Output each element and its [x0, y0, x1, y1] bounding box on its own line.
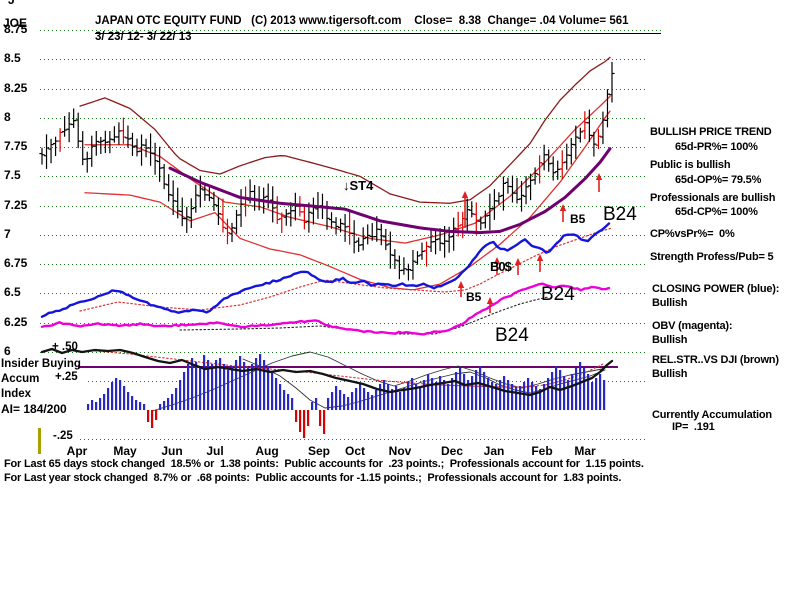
- price-axis-label: 6.75: [4, 256, 28, 271]
- ai-plus50-label: + .50: [52, 341, 78, 353]
- month-label-may: May: [113, 444, 137, 458]
- accumulation-index-value: AI= 184/200: [1, 402, 67, 416]
- price-axis-label: 7.25: [4, 197, 28, 212]
- signal-label-st4: ↓ST4: [343, 178, 374, 193]
- signal-label-b24: B24: [495, 325, 529, 346]
- signal-label-b5: B5: [466, 290, 482, 304]
- month-label-oct: Oct: [344, 444, 366, 458]
- right-panel-line: Public is bullish: [650, 159, 731, 171]
- right-panel-line: CP%vsPr%= 0%: [650, 228, 735, 240]
- price-axis-label: 7: [4, 226, 11, 241]
- price-axis-label: 8.25: [4, 80, 28, 95]
- right-panel-line: Bullish: [652, 368, 688, 380]
- month-label-dec: Dec: [440, 444, 464, 458]
- price-axis-label: 7.5: [4, 168, 21, 183]
- month-label-sep: Sep: [307, 444, 331, 458]
- right-panel-line: 65d-PR%= 100%: [675, 141, 758, 153]
- right-panel-line: Bullish: [652, 334, 688, 346]
- chart-title: JAPAN OTC EQUITY FUND (C) 2013 www.tiger…: [95, 15, 629, 27]
- footer-stats-line-2: For Last year stock changed 8.7% or .68 …: [4, 472, 622, 484]
- right-panel-line: OBV (magenta):: [652, 320, 733, 332]
- right-panel-line: Bullish: [652, 297, 688, 309]
- right-panel-line: Strength Profess/Pub= 5: [650, 251, 774, 263]
- month-label-jan: Jan: [483, 444, 505, 458]
- price-axis-label: 7.75: [4, 139, 28, 154]
- month-label-jun: Jun: [161, 444, 183, 458]
- month-label-apr: Apr: [66, 444, 88, 458]
- signal-label-b0: B0$: [490, 259, 512, 274]
- price-axis-label: 8: [4, 109, 11, 124]
- right-panel-line: BULLISH PRICE TREND: [650, 126, 772, 138]
- ai-minus25-label: -.25: [53, 430, 73, 442]
- signal-label-b5: B5: [570, 212, 586, 226]
- price-axis-label: 8.75: [4, 22, 28, 36]
- price-axis-label: 6: [4, 344, 11, 358]
- right-panel-line: Currently Accumulation: [652, 409, 772, 421]
- ai-plus25-label: +.25: [55, 371, 78, 383]
- right-panel-line: 65d-CP%= 100%: [675, 206, 758, 218]
- right-panel-line: 65d-OP%= 79.5%: [675, 174, 762, 186]
- insider-buying-label: Insider Buying: [1, 358, 81, 370]
- right-panel-line: CLOSING POWER (blue):: [652, 283, 780, 295]
- right-panel-line: REL.STR..VS DJI (brown): [652, 354, 779, 366]
- month-label-jul: Jul: [206, 444, 224, 458]
- month-label-nov: Nov: [388, 444, 412, 458]
- ticker-symbol: JOE: [3, 16, 28, 30]
- footer-stats-line-1: For Last 65 days stock changed 18.5% or …: [4, 458, 644, 470]
- accum-label: Accum: [1, 373, 40, 385]
- right-panel-line: IP= .191: [672, 421, 715, 433]
- month-label-mar: Mar: [574, 444, 596, 458]
- signal-label-b24: B24: [603, 204, 637, 225]
- clipped-glyph-artifact: J: [8, 0, 15, 7]
- price-axis-label: 8.5: [4, 51, 21, 66]
- date-range-label: 3/ 23/ 12- 3/ 22/ 13: [95, 31, 192, 43]
- signal-label-b24: B24: [541, 284, 575, 305]
- month-label-aug: Aug: [255, 444, 279, 458]
- index-label: Index: [1, 388, 32, 400]
- right-panel-line: Professionals are bullish: [650, 192, 776, 204]
- price-axis-label: 6.25: [4, 314, 28, 329]
- month-label-feb: Feb: [531, 444, 553, 458]
- price-axis-label: 6.5: [4, 285, 21, 300]
